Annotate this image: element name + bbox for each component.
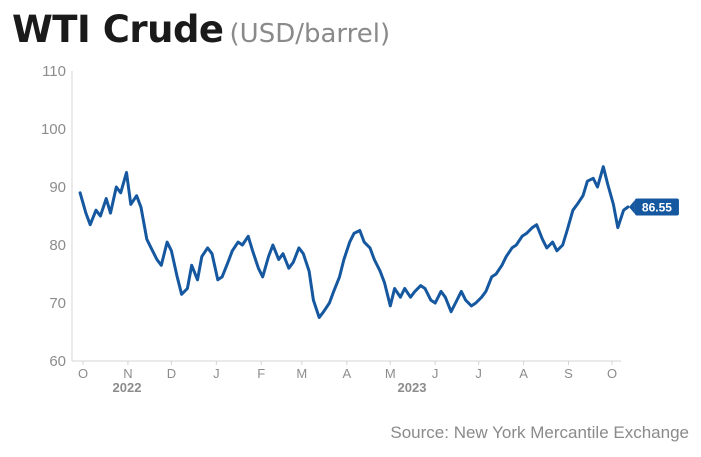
x-tick-label: J bbox=[213, 366, 220, 381]
x-tick-label: D bbox=[167, 366, 176, 381]
year-label: 2022 bbox=[113, 380, 142, 395]
y-tick-label: 100 bbox=[41, 121, 66, 138]
x-tick-label: S bbox=[564, 366, 573, 381]
chart-title-row: WTI Crude (USD/barrel) bbox=[12, 8, 390, 51]
x-tick-label: J bbox=[475, 366, 482, 381]
x-tick-label: F bbox=[257, 366, 265, 381]
source-note: Source: New York Mercantile Exchange bbox=[390, 423, 689, 442]
y-tick-label: 110 bbox=[42, 63, 66, 80]
x-tick-label: A bbox=[519, 366, 528, 381]
x-tick-label: M bbox=[385, 366, 396, 381]
y-tick-label: 90 bbox=[49, 179, 66, 196]
last-value-label: 86.55 bbox=[642, 201, 672, 215]
y-tick-label: 80 bbox=[49, 237, 66, 254]
x-tick-label: M bbox=[296, 366, 307, 381]
line-chart: 110 100 90 80 70 60 O N D J F M A M J J A S O 2022 2023 86.55 bbox=[41, 63, 679, 395]
y-tick-label: 60 bbox=[49, 353, 66, 370]
last-value-badge bbox=[634, 198, 679, 216]
y-tick-label: 70 bbox=[49, 295, 66, 312]
callout-pointer bbox=[628, 200, 635, 215]
x-tick-label: O bbox=[78, 366, 88, 381]
x-tick-label: J bbox=[432, 366, 439, 381]
chart-title: WTI Crude bbox=[12, 8, 224, 51]
x-tick-label: N bbox=[123, 366, 132, 381]
price-series-line bbox=[78, 165, 630, 319]
x-tick-label: O bbox=[607, 366, 617, 381]
year-label: 2023 bbox=[398, 380, 427, 395]
chart-subtitle: (USD/barrel) bbox=[229, 19, 391, 49]
x-tick-label: A bbox=[342, 366, 351, 381]
